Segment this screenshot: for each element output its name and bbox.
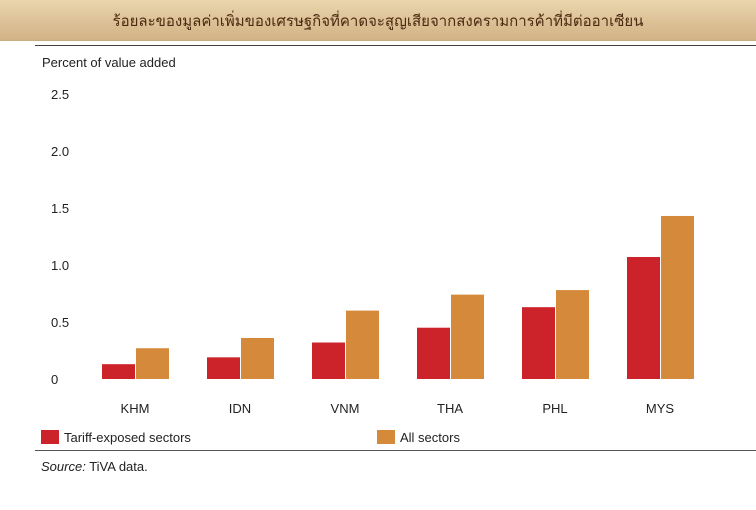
x-tick-label: MYS [646,401,675,416]
legend-label-tariff-exposed: Tariff-exposed sectors [64,429,191,445]
bar-all-sectors [241,337,274,379]
bar-all-sectors [661,215,694,379]
bar-all-sectors [136,348,169,379]
y-tick-label: 0 [51,372,58,387]
y-tick-label: 1.0 [51,258,69,273]
source-text: TiVA data. [89,459,148,474]
x-tick-label: THA [437,401,463,416]
banner-title: ร้อยละของมูลค่าเพิ่มของเศรษฐกิจที่คาดจะส… [112,12,644,30]
chart-panel: Percent of value added 0 0.5 1.0 1.5 2.0 2.5 K… [35,45,756,505]
x-tick-label: VNM [331,401,360,416]
bar-chart: 0 0.5 1.0 1.5 2.0 2.5 KHM IDN VNM THA PHL MYS [51,87,694,416]
bar-tariff-exposed [312,342,345,379]
source-rule [35,450,756,451]
y-tick-label: 2.5 [51,87,69,102]
legend-label-all-sectors: All sectors [400,429,460,445]
x-tick-label: PHL [542,401,567,416]
x-tick-label: IDN [229,401,251,416]
y-tick-label: 2.0 [51,144,69,159]
title-banner: ร้อยละของมูลค่าเพิ่มของเศรษฐกิจที่คาดจะส… [0,0,756,41]
top-rule [35,45,756,46]
y-tick-label: 1.5 [51,201,69,216]
source-label: Source: [41,459,86,474]
x-tick-label: KHM [121,401,150,416]
bar-all-sectors [556,290,589,379]
legend-swatch-tariff-exposed [41,430,59,444]
bar-all-sectors [346,310,379,379]
legend-item-all-sectors: All sectors [377,429,460,445]
y-tick-label: 0.5 [51,315,69,330]
source-note: Source: TiVA data. [41,459,148,474]
bar-all-sectors [451,294,484,379]
legend-swatch-all-sectors [377,430,395,444]
bar-tariff-exposed [627,257,660,379]
bar-tariff-exposed [522,307,555,379]
bar-tariff-exposed [102,364,135,379]
y-axis-label: Percent of value added [42,55,176,70]
legend-item-tariff-exposed: Tariff-exposed sectors [41,429,191,445]
bar-tariff-exposed [417,327,450,379]
bar-tariff-exposed [207,357,240,379]
